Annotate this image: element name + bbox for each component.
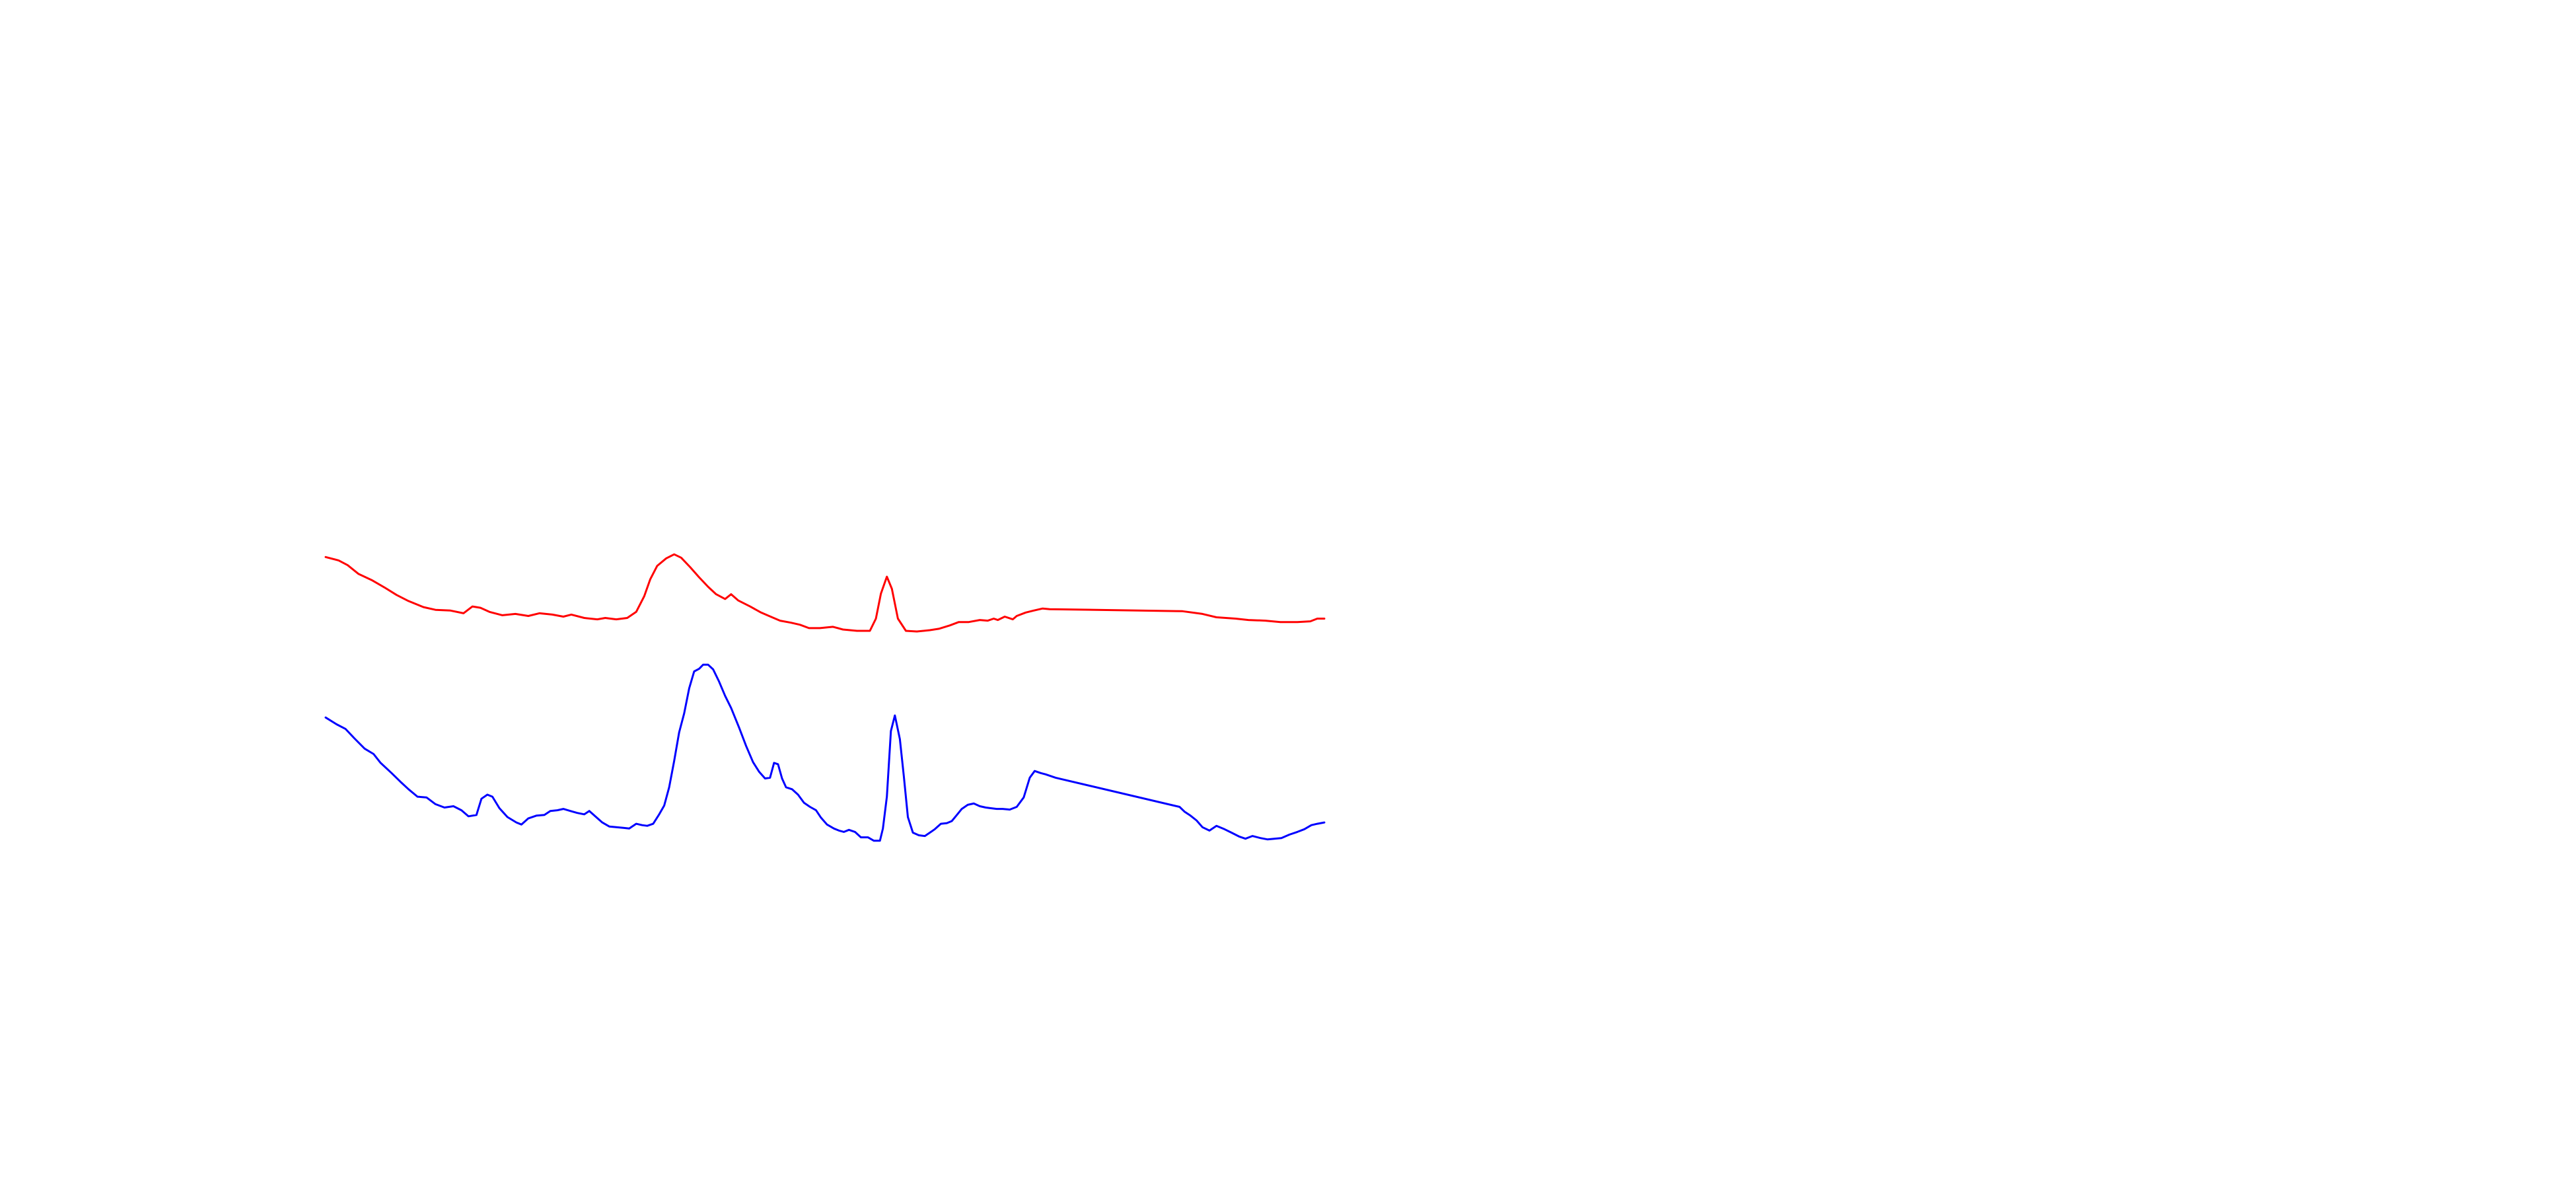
series-line-2: [324, 663, 1326, 842]
series-line-1: [324, 553, 1326, 633]
plot-area: [324, 553, 1326, 842]
